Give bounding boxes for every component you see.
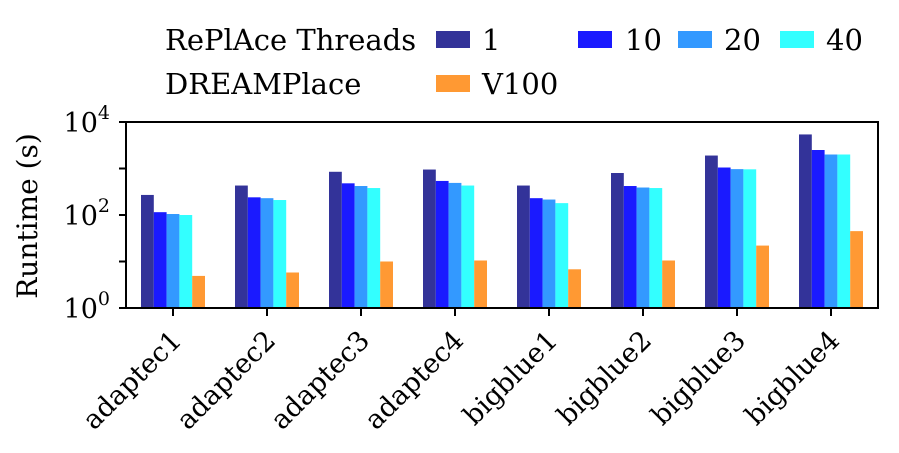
bar-adaptec1-20 <box>166 214 180 308</box>
bar-adaptec2-10 <box>247 197 261 308</box>
bar-bigblue4-40 <box>837 154 851 308</box>
bar-bigblue4-V100 <box>850 231 863 308</box>
bar-adaptec3-20 <box>354 186 368 308</box>
bar-bigblue1-V100 <box>568 269 581 308</box>
bar-bigblue1-1 <box>517 185 530 308</box>
bar-adaptec1-1 <box>141 194 154 308</box>
bar-adaptec4-20 <box>448 182 462 308</box>
bar-bigblue4-1 <box>799 134 812 308</box>
bar-adaptec1-40 <box>179 215 193 308</box>
bar-bigblue2-10 <box>623 186 637 308</box>
bar-adaptec2-20 <box>260 198 274 308</box>
bar-adaptec4-40 <box>461 185 475 308</box>
legend-swatch-40 <box>780 31 814 48</box>
bar-adaptec1-V100 <box>192 275 205 308</box>
y-tick-label: 100 <box>64 288 110 325</box>
legend-group-label: DREAMPlace <box>165 67 361 101</box>
legend-swatch-10 <box>578 31 612 48</box>
bar-adaptec3-1 <box>329 171 342 308</box>
bar-adaptec2-1 <box>235 185 248 308</box>
y-tick-label: 104 <box>64 102 110 139</box>
legend-entry-1: 1 <box>482 23 500 57</box>
x-tick-label: adaptec2 <box>171 325 282 436</box>
legend-swatch-V100 <box>436 75 470 92</box>
y-axis: 100 102 104 <box>64 102 126 325</box>
bar-bigblue1-20 <box>542 199 556 308</box>
bar-bigblue1-10 <box>529 198 543 308</box>
x-axis: adaptec1adaptec2adaptec3adaptec4bigblue1… <box>77 308 846 436</box>
bar-bigblue3-1 <box>705 155 718 308</box>
x-tick-label: bigblue4 <box>739 325 846 432</box>
legend-entry-V100: V100 <box>481 67 558 101</box>
x-tick-label: bigblue1 <box>457 325 564 432</box>
bar-bigblue4-10 <box>811 150 825 308</box>
legend-group-label: RePlAce Threads <box>165 23 416 57</box>
plot-area <box>125 121 879 309</box>
bar-bigblue3-20 <box>730 169 744 308</box>
bar-bigblue2-1 <box>611 173 624 308</box>
legend-entry-10: 10 <box>625 23 662 57</box>
bar-adaptec4-1 <box>423 169 436 308</box>
legend-swatch-20 <box>678 31 712 48</box>
bar-adaptec4-10 <box>435 180 449 308</box>
bar-bigblue3-V100 <box>756 245 769 308</box>
bar-adaptec3-10 <box>341 183 355 308</box>
legend-swatch-1 <box>436 31 470 48</box>
bar-adaptec2-40 <box>273 200 287 308</box>
legend-entry-20: 20 <box>724 23 761 57</box>
bar-bigblue2-40 <box>649 188 663 308</box>
bar-adaptec4-V100 <box>474 260 487 308</box>
bar-adaptec1-10 <box>153 212 167 308</box>
bar-bigblue3-10 <box>717 167 731 308</box>
bar-bigblue2-V100 <box>662 260 675 308</box>
x-tick-label: adaptec4 <box>359 325 470 436</box>
legend: RePlAce Threads 1 10 20 40 DREAMPlace V100 <box>165 23 863 101</box>
bar-adaptec3-40 <box>367 188 381 308</box>
x-tick-label: bigblue2 <box>551 325 658 432</box>
bar-adaptec2-V100 <box>286 272 299 308</box>
x-tick-label: adaptec3 <box>265 325 376 436</box>
x-tick-label: adaptec1 <box>77 325 188 436</box>
legend-entry-40: 40 <box>826 23 863 57</box>
bar-bigblue1-40 <box>555 203 569 308</box>
bar-bigblue3-40 <box>743 169 757 308</box>
y-tick-label: 102 <box>64 195 110 232</box>
bar-bigblue4-20 <box>824 154 838 308</box>
y-axis-label: Runtime (s) <box>11 133 44 299</box>
x-tick-label: bigblue3 <box>645 325 752 432</box>
bar-bigblue2-20 <box>636 187 650 308</box>
bar-adaptec3-V100 <box>380 261 393 308</box>
